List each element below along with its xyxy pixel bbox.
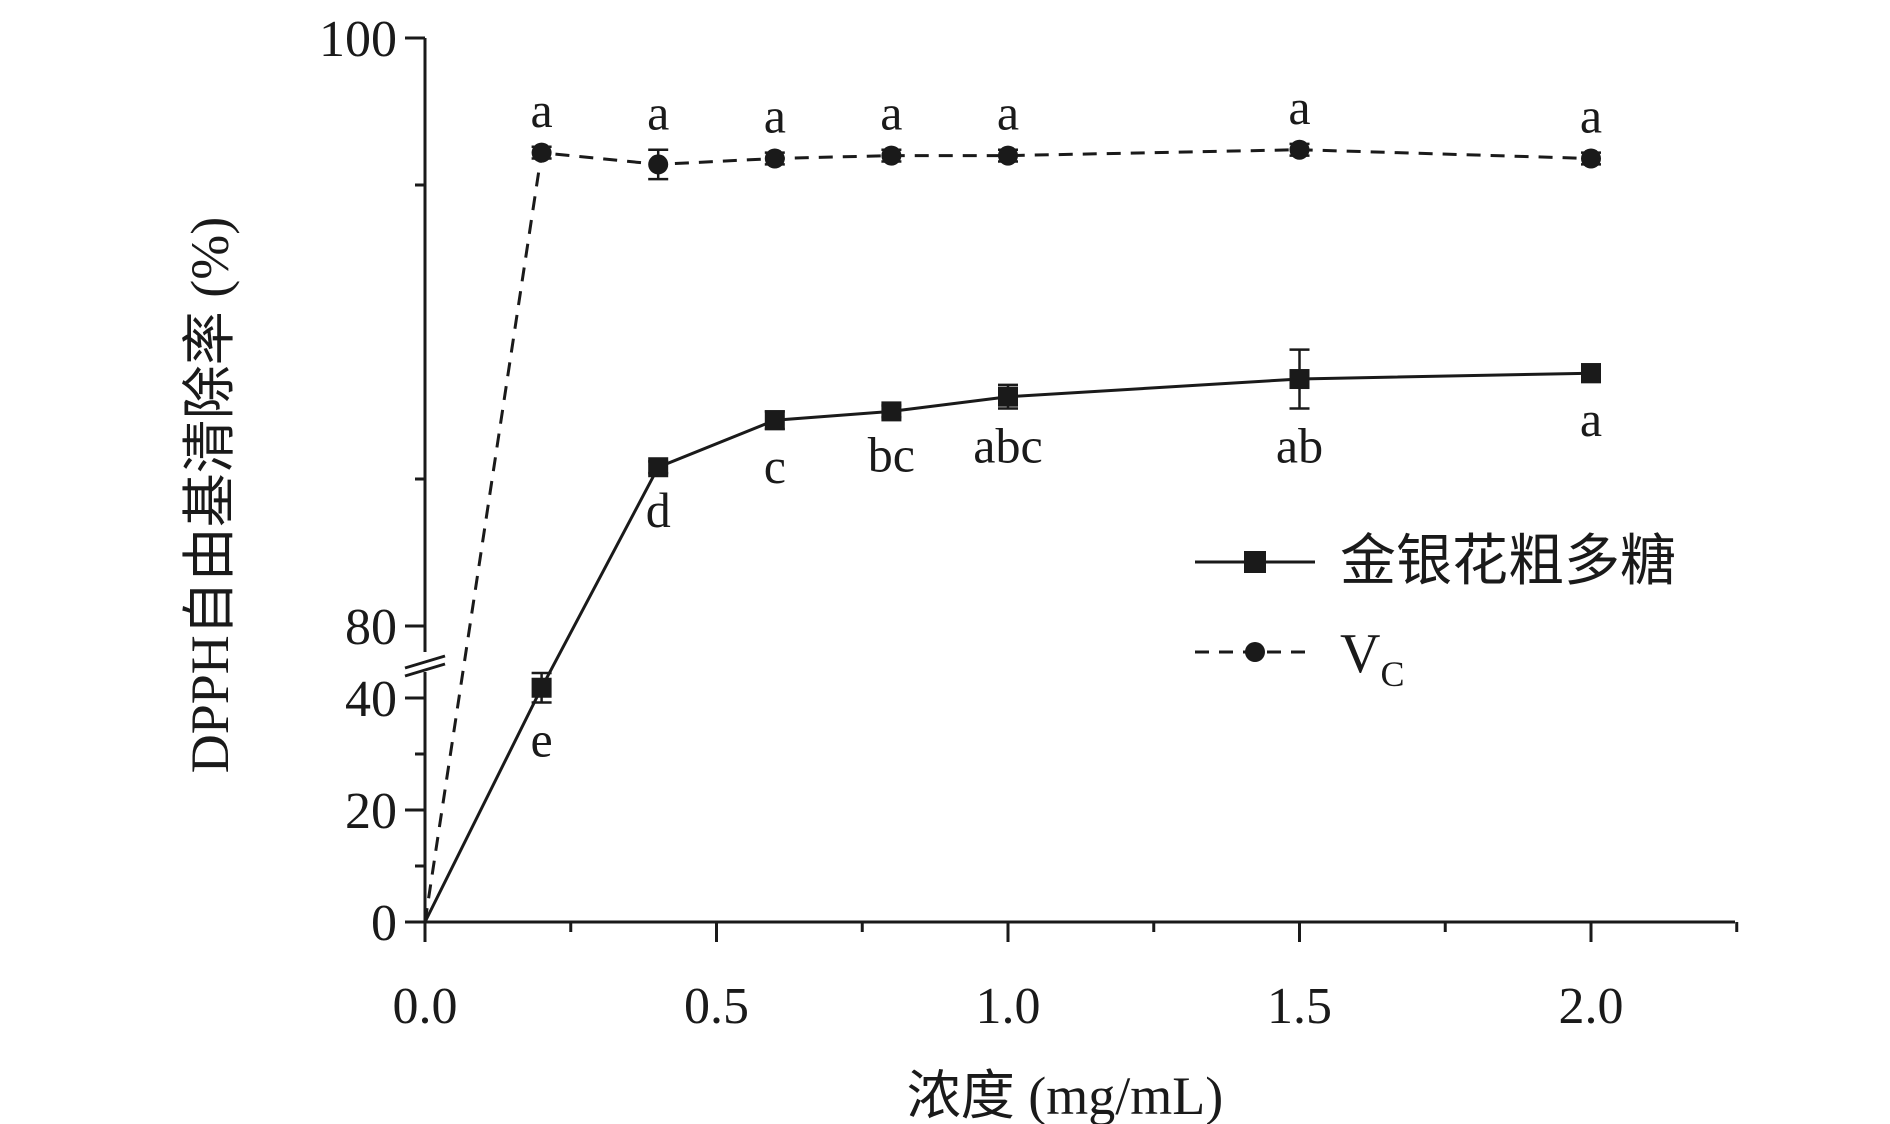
significance-label: ab [1276,417,1323,473]
y-tick-label: 0 [371,895,397,952]
legend-marker-series-1 [1244,551,1266,573]
x-tick-label: 0.0 [393,978,458,1035]
significance-label: abc [973,417,1042,473]
data-point-series-1 [881,401,902,422]
x-tick-label: 0.5 [684,978,749,1035]
significance-label: a [997,85,1019,141]
legend-label-series-2-sub: C [1380,654,1404,694]
y-tick-label: 40 [345,671,397,728]
legend-label-series-2: VC [1340,623,1404,694]
legend: 金银花粗多糖 VC [1195,531,1676,694]
legend-label-series-1: 金银花粗多糖 [1340,531,1676,593]
significance-label: a [1580,88,1602,144]
significance-label: a [880,85,902,141]
x-tick-label: 1.5 [1267,978,1332,1035]
data-point-series-2 [1289,139,1310,160]
x-tick-label: 1.0 [976,978,1041,1035]
y-tick-label: 80 [345,599,397,656]
data-point-series-2 [531,142,552,163]
series-layer [423,139,1601,923]
x-tick-label: 2.0 [1559,978,1624,1035]
data-point-series-1 [648,457,669,478]
significance-label: a [1288,79,1310,135]
data-point-series-2 [1581,148,1601,169]
y-axis-title: DPPH自由基清除率 (%) [180,217,240,774]
significance-label: e [530,711,552,767]
series-line-1 [423,371,1592,923]
data-point-series-1 [764,410,785,431]
data-point-series-2 [648,154,669,175]
data-point-series-1 [998,386,1018,407]
significance-label: a [647,85,669,141]
y-axis-break-mark-bottom [404,662,446,678]
significance-label: a [530,82,552,138]
significance-label: d [646,482,671,538]
legend-item-series-2: VC [1195,623,1404,694]
x-axis-title: 浓度 (mg/mL) [907,1066,1223,1124]
legend-label-series-2-main: V [1340,623,1380,685]
significance-label: bc [868,426,915,482]
legend-item-series-1: 金银花粗多糖 [1195,531,1676,593]
data-point-series-1 [1581,363,1601,384]
y-axis-break-mark-top [404,654,446,670]
significance-label: a [1580,391,1602,447]
significance-label: c [764,438,786,494]
data-point-series-2 [764,148,785,169]
data-point-series-2 [881,145,902,166]
data-point-series-1 [531,677,552,698]
axes: 0 20 40 80 100 0.0 0.5 1.0 1.5 2.0 [319,11,1739,1035]
legend-marker-series-2 [1245,642,1265,662]
series-line-2 [423,148,1592,923]
y-tick-label: 100 [319,11,397,68]
data-point-series-1 [1289,369,1310,390]
data-point-series-2 [998,145,1018,166]
y-tick-label: 20 [345,783,397,840]
significance-label: a [764,88,786,144]
significance-labels: e d c bc abc ab a a a a a a a a [530,79,1602,768]
